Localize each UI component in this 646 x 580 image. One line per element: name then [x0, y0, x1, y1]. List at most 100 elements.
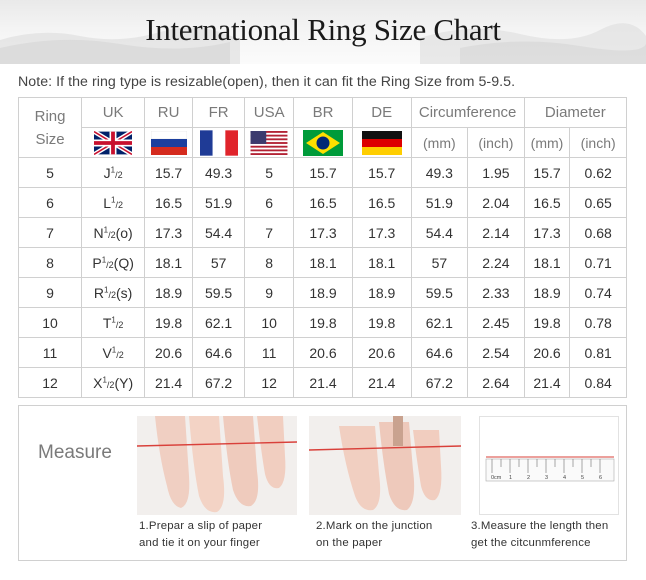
cell-ru: 18.1	[144, 247, 193, 278]
cell-usa: 10	[244, 307, 295, 338]
table-row: 9 R1/2(s) 18.9 59.5 9 18.9 18.9 59.5 2.33 18.9 0.7…	[17, 277, 627, 308]
cell-size: 7	[17, 217, 83, 248]
de-header: DE	[351, 97, 412, 128]
cell-ru: 19.8	[144, 307, 193, 338]
step-1-line1: 1.Prepar a slip of paper	[139, 520, 263, 532]
cell-ru: 16.5	[144, 187, 193, 218]
fr-flag-cell	[191, 127, 246, 158]
step2-image	[309, 416, 461, 515]
circumference-header: Circumference	[410, 97, 525, 128]
table-row: 6 L1/2 16.5 51.9 6 16.5 16.5 51.9 2.04 16.5 0.65	[17, 187, 627, 218]
cell-dia-mm: 18.1	[523, 247, 571, 278]
cell-dia-mm: 16.5	[523, 187, 571, 218]
cell-size: 8	[17, 247, 83, 278]
step-3-line2: get the citcunmference	[471, 537, 591, 549]
uk-suffix: (Q)	[113, 254, 134, 271]
uk-suffix: (s)	[116, 284, 133, 301]
uk-letter: X	[93, 374, 103, 391]
cell-circ-inch: 2.54	[467, 337, 525, 368]
cell-br: 21.4	[293, 367, 353, 398]
ruler-label: 1	[509, 475, 512, 481]
uk-fraction-num: 1	[101, 254, 107, 264]
header-row: Ring Size UK RU FR USA BR DE Circumferen…	[17, 97, 628, 158]
ring-size-header: Ring Size	[17, 97, 83, 158]
cell-uk: J1/2	[81, 157, 146, 188]
uk-letter: T	[102, 314, 112, 331]
cell-ru: 15.7	[144, 157, 193, 188]
resizable-note: Note: If the ring type is resizable(open…	[18, 74, 516, 90]
cell-dia-inch: 0.68	[569, 217, 627, 248]
cell-circ-mm: 62.1	[410, 307, 469, 338]
cell-circ-inch: 1.95	[467, 157, 525, 188]
uk-fraction-den: 2	[118, 319, 124, 330]
title-banner: International Ring Size Chart	[0, 0, 646, 64]
uk-fraction-den: 2	[109, 379, 115, 390]
cell-uk: L1/2	[81, 187, 146, 218]
br-flag-cell	[293, 127, 353, 158]
cell-fr: 51.9	[191, 187, 246, 218]
ruler-label: 2	[527, 475, 530, 481]
table-row: 7 N1/2(o) 17.3 54.4 7 17.3 17.3 54.4 2.14 17.3 0.6…	[17, 217, 627, 248]
cell-dia-inch: 0.71	[569, 247, 627, 278]
france-flag-icon	[199, 129, 238, 156]
russia-flag-icon	[150, 130, 187, 155]
dia-mm-header: (mm)	[523, 127, 571, 158]
cell-de: 21.4	[351, 367, 412, 398]
cell-circ-inch: 2.64	[467, 367, 525, 398]
ruler-label: 0cm	[491, 475, 502, 481]
usa-flag-icon	[250, 130, 288, 155]
cell-dia-mm: 20.6	[523, 337, 571, 368]
step1-image	[137, 416, 297, 515]
cell-de: 16.5	[351, 187, 412, 218]
step-2-line2: on the paper	[316, 537, 383, 549]
usa-flag-cell	[244, 127, 295, 158]
step-2-line1: 2.Mark on the junction	[316, 520, 433, 532]
uk-suffix: (o)	[115, 224, 133, 241]
ru-header: RU	[144, 97, 193, 128]
uk-fraction-den: 2	[108, 259, 114, 270]
cell-usa: 11	[244, 337, 295, 368]
cell-dia-inch: 0.65	[569, 187, 627, 218]
cell-fr: 54.4	[191, 217, 246, 248]
cell-de: 18.1	[351, 247, 412, 278]
table-row: 5 J1/2 15.7 49.3 5 15.7 15.7 49.3 1.95 15.7 0.62	[17, 157, 627, 188]
cell-ru: 17.3	[144, 217, 193, 248]
cell-circ-inch: 2.24	[467, 247, 525, 278]
cell-usa: 8	[244, 247, 295, 278]
cell-br: 19.8	[293, 307, 353, 338]
uk-letter: R	[93, 284, 105, 301]
cell-circ-inch: 2.45	[467, 307, 525, 338]
table-row: 8 P1/2(Q) 18.1 57 8 18.1 18.1 57 2.24 18.1 0.71	[17, 247, 627, 278]
cell-usa: 6	[244, 187, 295, 218]
uk-fraction-num: 1	[104, 284, 109, 294]
step-3-line1: 3.Measure the length then	[471, 520, 609, 532]
cell-dia-inch: 0.74	[569, 277, 627, 308]
cell-uk: V1/2	[81, 337, 146, 368]
cell-de: 20.6	[351, 337, 412, 368]
cell-dia-mm: 15.7	[523, 157, 571, 188]
flag-row: (mm) (inch) (mm) (inch)	[19, 127, 627, 158]
cell-size: 5	[17, 157, 83, 188]
table-row: 12 X1/2(Y) 21.4 67.2 12 21.4 21.4 67.2 2.64 21.4 0…	[17, 367, 627, 398]
ruler-label: 3	[545, 475, 548, 481]
uk-fraction-num: 1	[111, 314, 116, 324]
cell-circ-mm: 49.3	[410, 157, 469, 188]
uk-fraction-num: 1	[111, 194, 116, 204]
step-3-text: 3.Measure the length then get the citcun…	[471, 518, 608, 552]
cell-dia-mm: 21.4	[523, 367, 571, 398]
mountain-background	[0, 23, 646, 64]
circ-inch-header: (inch)	[467, 127, 525, 158]
cell-fr: 67.2	[191, 367, 246, 398]
uk-fraction-den: 2	[117, 199, 123, 210]
cell-de: 19.8	[351, 307, 412, 338]
cell-uk: P1/2(Q)	[81, 247, 146, 278]
uk-letter: L	[103, 194, 112, 211]
cell-br: 16.5	[293, 187, 353, 218]
cell-circ-inch: 2.14	[467, 217, 525, 248]
ruler-label: 4	[563, 475, 566, 481]
germany-flag-icon	[361, 130, 402, 155]
cell-usa: 5	[244, 157, 295, 188]
ruler-label: 5	[581, 475, 584, 481]
uk-suffix: (Y)	[114, 374, 134, 391]
